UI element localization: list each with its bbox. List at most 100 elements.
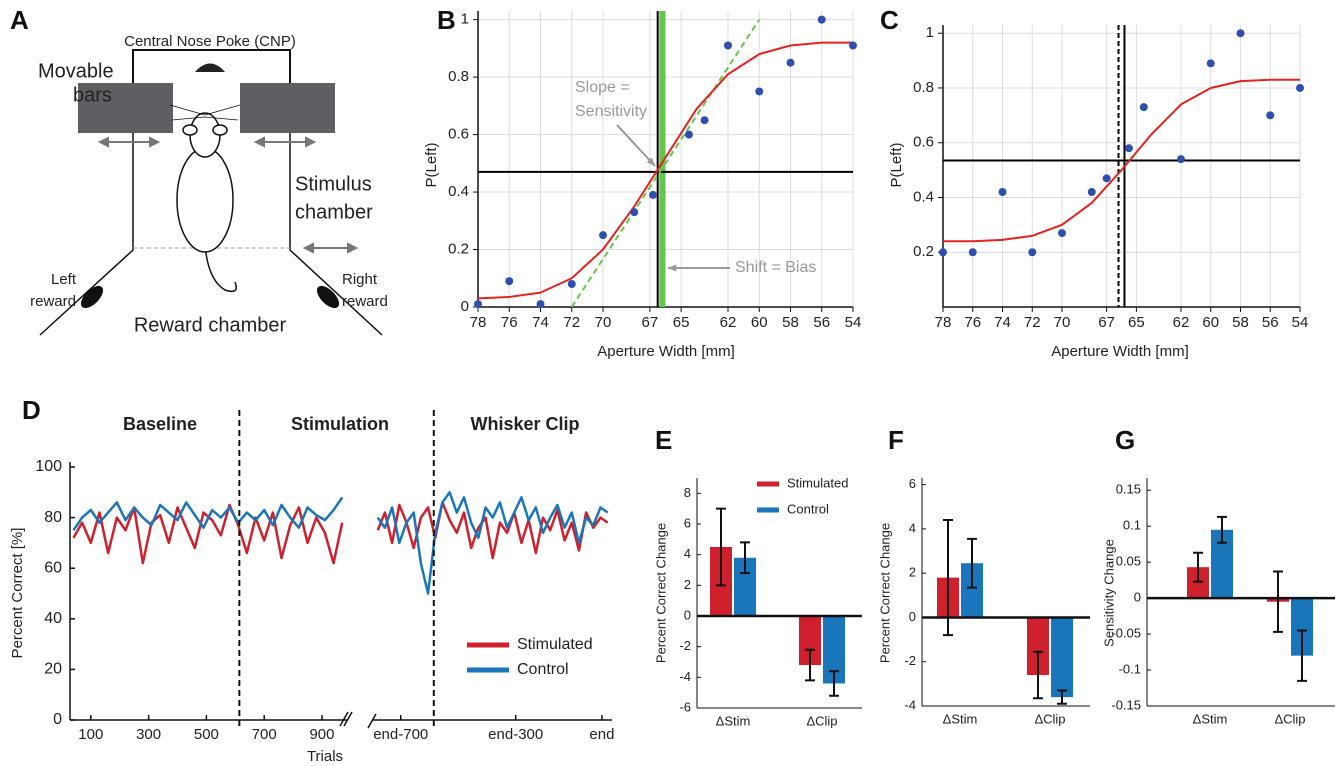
- stimulus-label: chamber: [295, 201, 373, 223]
- error-bar: [1057, 689, 1067, 705]
- legend-label: Control: [517, 661, 569, 678]
- x-tick-label: 74: [994, 314, 1011, 331]
- nose-poke: [195, 63, 225, 72]
- data-point: [755, 87, 764, 96]
- chamber-walls: [39, 133, 383, 336]
- panel-label: E: [655, 425, 672, 455]
- x-tick-label: 70: [595, 314, 612, 331]
- annotation-arrow: [616, 124, 656, 167]
- section-label: Baseline: [123, 414, 197, 434]
- data-point: [630, 208, 639, 217]
- data-point: [849, 41, 857, 50]
- x-tick-label: 700: [252, 726, 277, 743]
- data-point: [1206, 59, 1215, 68]
- slope-line: [570, 19, 761, 308]
- right-reward-label: reward: [342, 293, 388, 310]
- y-tick-label: -6: [679, 699, 691, 714]
- y-axis-label: Sensitivity Change: [1101, 539, 1116, 647]
- annotation-arrowhead: [646, 157, 655, 166]
- x-tick-label: ΔClip: [1274, 711, 1305, 726]
- y-tick-label: 0: [684, 607, 691, 622]
- y-tick-label: 1: [926, 24, 934, 41]
- x-tick-label: 900: [309, 726, 334, 743]
- panel-label: F: [888, 425, 904, 455]
- data-point: [1266, 111, 1275, 120]
- panel-label: B: [437, 5, 456, 35]
- y-tick-label: 0.8: [913, 79, 934, 96]
- bar: [1027, 617, 1049, 676]
- data-point: [968, 248, 977, 257]
- cnp-label: Central Nose Poke (CNP): [124, 33, 296, 50]
- y-tick-label: 0.1: [1123, 518, 1141, 533]
- annotation: Shift = Bias: [735, 259, 816, 276]
- bar: [1187, 567, 1209, 599]
- y-tick-label: 6: [684, 515, 691, 530]
- x-tick-label: 62: [1173, 314, 1190, 331]
- right-port: [316, 285, 340, 309]
- y-tick-label: 1: [461, 11, 469, 28]
- data-point: [939, 248, 947, 257]
- data-line: [72, 496, 344, 531]
- section-label: Whisker Clip: [470, 414, 579, 434]
- data-point: [786, 58, 795, 67]
- annotation: Sensitivity: [575, 103, 647, 120]
- data-point: [1102, 174, 1111, 183]
- data-point: [474, 300, 482, 309]
- data-line: [376, 491, 609, 595]
- x-tick-label: 60: [751, 314, 768, 331]
- section-label: Stimulation: [291, 414, 389, 434]
- bar: [823, 616, 845, 684]
- bar: [1291, 598, 1313, 656]
- x-tick-label: ΔClip: [1034, 711, 1065, 726]
- annotation-arrowhead: [668, 264, 677, 272]
- x-tick-label: 76: [964, 314, 981, 331]
- left-reward-label: reward: [30, 293, 76, 310]
- x-tick-label: 500: [194, 726, 219, 743]
- x-tick-label: ΔStim: [716, 713, 751, 728]
- legend-label: Control: [787, 501, 829, 516]
- y-tick-label: 0.2: [913, 243, 934, 260]
- data-line: [376, 501, 609, 560]
- arrows: [97, 136, 359, 254]
- bar-left: [78, 83, 173, 133]
- x-tick-label: 56: [813, 314, 830, 331]
- x-tick-label: 74: [532, 314, 549, 331]
- error-bar: [805, 648, 815, 682]
- data-point: [684, 130, 693, 139]
- bar: [1211, 529, 1233, 599]
- stimulus-label: Stimulus: [295, 173, 372, 195]
- bar: [734, 557, 756, 616]
- panel-a: A Central Nose Poke (CNP) Movable bars S…: [10, 5, 388, 336]
- y-tick-label: 0.8: [448, 68, 469, 85]
- x-tick-label: 78: [935, 314, 952, 331]
- bar: [799, 616, 821, 666]
- y-tick-label: 60: [44, 559, 62, 576]
- y-tick-label: 2: [684, 577, 691, 592]
- annotation: Slope =: [575, 79, 630, 96]
- y-tick-label: -2: [904, 653, 916, 668]
- y-tick-label: 0: [461, 298, 469, 315]
- y-tick-label: 0.4: [913, 188, 934, 205]
- data-line: [72, 503, 344, 565]
- y-tick-label: -0.15: [1111, 697, 1141, 712]
- y-tick-label: 0: [53, 711, 62, 728]
- y-tick-label: 0.6: [913, 134, 934, 151]
- data-point: [724, 41, 732, 50]
- left-port: [80, 285, 104, 309]
- data-point: [817, 15, 826, 24]
- x-tick-label: 58: [1232, 314, 1249, 331]
- y-tick-label: 8: [684, 485, 691, 500]
- fit-curve: [477, 41, 853, 300]
- y-tick-label: 4: [684, 546, 691, 561]
- fit-curve: [943, 78, 1300, 243]
- x-tick-label: 60: [1202, 314, 1219, 331]
- y-tick-label: 2: [909, 565, 916, 580]
- y-tick-label: 40: [44, 610, 62, 627]
- y-axis-label: Percent Correct Change: [653, 523, 668, 663]
- panel-label: C: [880, 5, 899, 35]
- rat: [169, 104, 241, 293]
- data-point: [1177, 155, 1185, 164]
- x-tick-label: 78: [470, 314, 487, 331]
- error-bar: [1193, 551, 1203, 583]
